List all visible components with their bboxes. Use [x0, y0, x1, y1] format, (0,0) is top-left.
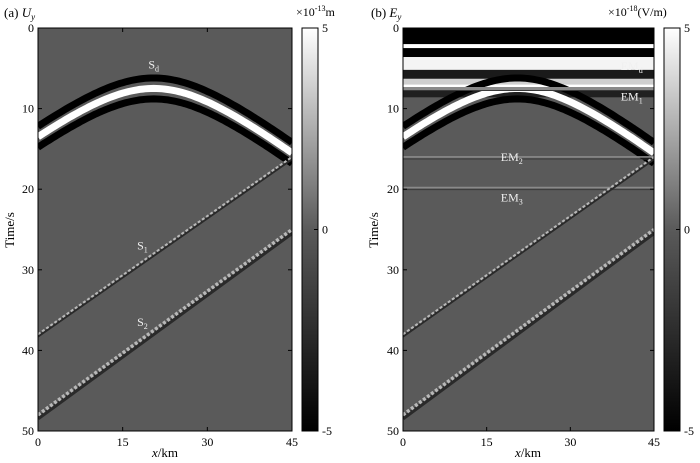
airwave-band [403, 48, 654, 58]
airwave-band [403, 44, 654, 49]
event-sd-trough [38, 95, 292, 167]
colorbar-b: ×10-18(V/m) 5 0 -5 [608, 4, 694, 438]
y-tick-label: 0 [28, 21, 34, 35]
y-tick-label: 50 [22, 424, 34, 438]
x-tick-label: 15 [481, 435, 493, 449]
x-tick-label: 15 [117, 435, 129, 449]
plot-area-b [403, 28, 654, 431]
annotation-em3: EM3 [501, 190, 523, 206]
x-tick-label: 30 [564, 435, 576, 449]
y-tick-label: 10 [22, 102, 34, 116]
background-a [38, 28, 292, 431]
colorbar-tick-label: 0 [684, 223, 690, 237]
annotations-b: EMd EM1 EM2 EM3 [501, 59, 643, 206]
y-tick-label: 50 [387, 424, 399, 438]
x-axis-label-b: x/km [514, 445, 541, 460]
panel-a-label: (a) Uy [4, 5, 35, 22]
annotation-emd: EMd [621, 59, 643, 75]
colorbar-a-unit: ×10-13m [296, 4, 335, 19]
plot-frame-b [402, 27, 655, 432]
event-emd-trough [403, 95, 654, 167]
event-sd-precursor [38, 74, 292, 146]
x-tick-label: 0 [400, 435, 406, 449]
colorbar-b-unit: ×10-18(V/m) [608, 4, 667, 19]
colorbar-tick-label: -5 [322, 424, 332, 438]
colorbar-b-ticks: 5 0 -5 [676, 21, 694, 438]
y-axis-label-b: Time/s [366, 212, 381, 248]
y-tick-label: 20 [387, 182, 399, 196]
colorbar-tick-label: -5 [684, 424, 694, 438]
event-sd [38, 84, 292, 156]
y-tick-label: 0 [393, 21, 399, 35]
event-s2 [403, 228, 654, 417]
annotation-em1: EM1 [621, 90, 643, 106]
y-tick-label: 40 [22, 343, 34, 357]
y-tick-label: 20 [22, 182, 34, 196]
y-axis-b: 0 10 20 30 40 50 [387, 21, 654, 438]
event-s2-trough [38, 231, 292, 420]
events-b [403, 28, 654, 420]
airwave-band [403, 90, 654, 98]
colorbar-tick-label: 5 [322, 21, 328, 35]
x-axis-b: 0 15 30 45 [400, 28, 660, 449]
x-tick-label: 30 [201, 435, 213, 449]
annotations-a: Sd S1 S2 [137, 57, 159, 331]
events-a [38, 74, 292, 420]
x-axis-a: 0 15 30 45 [35, 28, 298, 449]
event-s2-trough [403, 231, 654, 420]
event-s2 [38, 228, 292, 417]
plot-area-a [38, 28, 292, 431]
y-axis-a: 0 10 20 30 40 50 [22, 21, 292, 438]
colorbar-a: ×10-13m 5 0 -5 [296, 4, 335, 438]
airwave-band [403, 28, 654, 45]
y-axis-label-a: Time/s [2, 212, 17, 248]
colorbar-a-ticks: 5 0 -5 [314, 21, 332, 438]
plot-frame-a [37, 27, 293, 432]
event-s1-trough [403, 158, 654, 338]
event-emd-precursor [403, 74, 654, 146]
annotation-sd: Sd [148, 57, 159, 73]
x-tick-label: 45 [286, 435, 298, 449]
x-tick-label: 0 [35, 435, 41, 449]
event-s1 [38, 156, 292, 336]
y-tick-label: 10 [387, 102, 399, 116]
x-tick-label: 45 [648, 435, 660, 449]
x-axis-label-a: x/km [151, 445, 178, 460]
airwave-band [403, 69, 654, 79]
y-tick-label: 30 [387, 263, 399, 277]
event-s1-trough [38, 158, 292, 338]
panel-b-label: (b) Ey [371, 5, 401, 22]
airwave-band [403, 57, 654, 70]
event-s1 [403, 156, 654, 336]
colorbar-tick-label: 5 [684, 21, 690, 35]
annotation-s1: S1 [137, 239, 148, 255]
annotation-em2: EM2 [501, 150, 523, 166]
y-tick-label: 30 [22, 263, 34, 277]
y-tick-label: 40 [387, 343, 399, 357]
colorbar-tick-label: 0 [322, 223, 328, 237]
annotation-s2: S2 [137, 315, 148, 331]
